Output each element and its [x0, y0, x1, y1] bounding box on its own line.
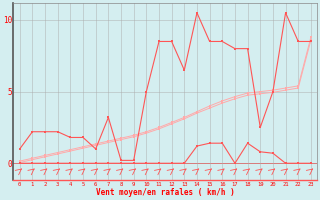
X-axis label: Vent moyen/en rafales ( km/h ): Vent moyen/en rafales ( km/h ) [96, 188, 235, 197]
